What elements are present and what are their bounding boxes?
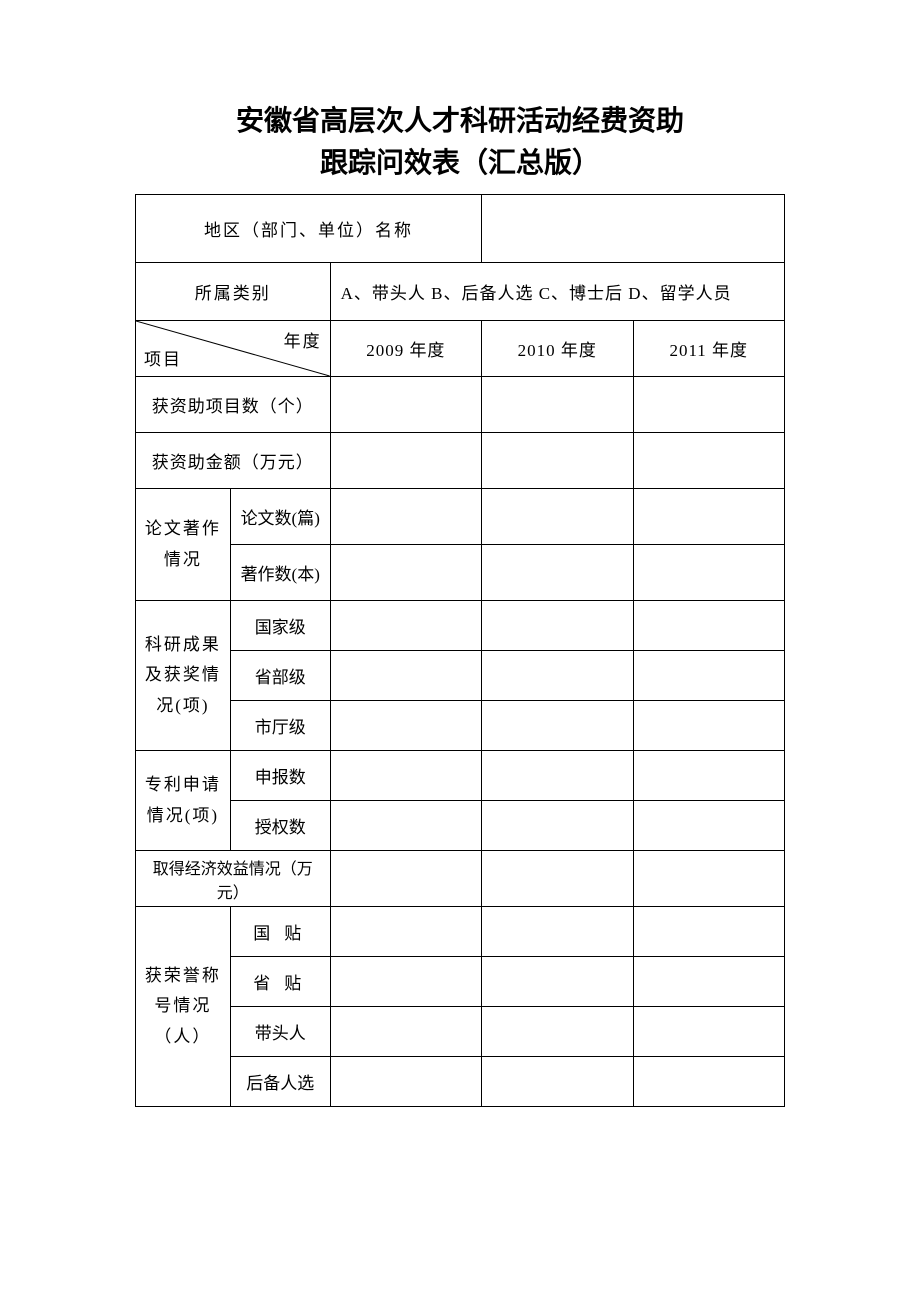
row-provincial-level: 省部级 — [136, 651, 785, 701]
economic-2011 — [633, 851, 785, 907]
guotie-2010 — [482, 907, 633, 957]
honor-section-label: 获荣誉称号情况（人） — [136, 907, 231, 1107]
applied-2009 — [330, 751, 481, 801]
book-count-label: 著作数(本) — [230, 545, 330, 601]
row-sheng-tie: 省贴 — [136, 957, 785, 1007]
granted-2011 — [633, 801, 785, 851]
row-year-header: 项目 年度 2009 年度 2010 年度 2011 年度 — [136, 321, 785, 377]
national-2011 — [633, 601, 785, 651]
category-label: 所属类别 — [136, 263, 331, 321]
guo-tie-label: 国贴 — [230, 907, 330, 957]
city-2009 — [330, 701, 481, 751]
row-economic-benefit: 取得经济效益情况（万元） — [136, 851, 785, 907]
row-region: 地区（部门、单位）名称 — [136, 195, 785, 263]
national-2010 — [482, 601, 633, 651]
provincial-2010 — [482, 651, 633, 701]
provincial-level-label: 省部级 — [230, 651, 330, 701]
economic-benefit-label: 取得经济效益情况（万元） — [136, 851, 331, 907]
city-level-label: 市厅级 — [230, 701, 330, 751]
category-options: A、带头人 B、后备人选 C、博士后 D、留学人员 — [330, 263, 784, 321]
row-patent-applied: 专利申请情况(项) 申报数 — [136, 751, 785, 801]
leader-2010 — [482, 1007, 633, 1057]
national-2009 — [330, 601, 481, 651]
guotie-2009 — [330, 907, 481, 957]
national-level-label: 国家级 — [230, 601, 330, 651]
book-count-2011 — [633, 545, 785, 601]
city-2011 — [633, 701, 785, 751]
row-patent-granted: 授权数 — [136, 801, 785, 851]
provincial-2009 — [330, 651, 481, 701]
applied-2010 — [482, 751, 633, 801]
sheng-tie-label: 省贴 — [230, 957, 330, 1007]
row-funded-amount: 获资助金额（万元） — [136, 433, 785, 489]
row-reserve: 后备人选 — [136, 1057, 785, 1107]
research-awards-label: 科研成果及获奖情况(项) — [136, 601, 231, 751]
economic-2010 — [482, 851, 633, 907]
funded-projects-2011 — [633, 377, 785, 433]
shengtie-2010 — [482, 957, 633, 1007]
guotie-2011 — [633, 907, 785, 957]
leader-2009 — [330, 1007, 481, 1057]
year-2010-header: 2010 年度 — [482, 321, 633, 377]
document-title: 安徽省高层次人才科研活动经费资助 跟踪问效表（汇总版） — [0, 100, 920, 184]
shengtie-2009 — [330, 957, 481, 1007]
funded-amount-2010 — [482, 433, 633, 489]
diag-right-label: 年度 — [284, 327, 322, 352]
applied-count-label: 申报数 — [230, 751, 330, 801]
paper-count-2010 — [482, 489, 633, 545]
provincial-2011 — [633, 651, 785, 701]
region-label: 地区（部门、单位）名称 — [136, 195, 482, 263]
year-2009-header: 2009 年度 — [330, 321, 481, 377]
form-table: 地区（部门、单位）名称 所属类别 A、带头人 B、后备人选 C、博士后 D、留学… — [135, 194, 785, 1107]
paper-section-label: 论文著作情况 — [136, 489, 231, 601]
title-line-1: 安徽省高层次人才科研活动经费资助 — [0, 100, 920, 142]
row-city-level: 市厅级 — [136, 701, 785, 751]
funded-projects-2010 — [482, 377, 633, 433]
row-book-count: 著作数(本) — [136, 545, 785, 601]
row-category: 所属类别 A、带头人 B、后备人选 C、博士后 D、留学人员 — [136, 263, 785, 321]
diagonal-header: 项目 年度 — [136, 321, 331, 377]
leader-2011 — [633, 1007, 785, 1057]
region-value — [482, 195, 785, 263]
row-national-level: 科研成果及获奖情况(项) 国家级 — [136, 601, 785, 651]
row-guo-tie: 获荣誉称号情况（人） 国贴 — [136, 907, 785, 957]
diag-left-label: 项目 — [144, 345, 182, 370]
patent-section-label: 专利申请情况(项) — [136, 751, 231, 851]
funded-amount-label: 获资助金额（万元） — [136, 433, 331, 489]
row-funded-projects: 获资助项目数（个） — [136, 377, 785, 433]
paper-count-label: 论文数(篇) — [230, 489, 330, 545]
book-count-2010 — [482, 545, 633, 601]
granted-2009 — [330, 801, 481, 851]
year-2011-header: 2011 年度 — [633, 321, 785, 377]
paper-count-2009 — [330, 489, 481, 545]
funded-amount-2009 — [330, 433, 481, 489]
reserve-label: 后备人选 — [230, 1057, 330, 1107]
applied-2011 — [633, 751, 785, 801]
reserve-2010 — [482, 1057, 633, 1107]
funded-amount-2011 — [633, 433, 785, 489]
funded-projects-label: 获资助项目数（个） — [136, 377, 331, 433]
granted-count-label: 授权数 — [230, 801, 330, 851]
economic-2009 — [330, 851, 481, 907]
granted-2010 — [482, 801, 633, 851]
row-leader: 带头人 — [136, 1007, 785, 1057]
book-count-2009 — [330, 545, 481, 601]
leader-label: 带头人 — [230, 1007, 330, 1057]
reserve-2011 — [633, 1057, 785, 1107]
reserve-2009 — [330, 1057, 481, 1107]
shengtie-2011 — [633, 957, 785, 1007]
form-table-container: 地区（部门、单位）名称 所属类别 A、带头人 B、后备人选 C、博士后 D、留学… — [135, 194, 785, 1107]
row-paper-count: 论文著作情况 论文数(篇) — [136, 489, 785, 545]
title-line-2: 跟踪问效表（汇总版） — [0, 142, 920, 184]
paper-count-2011 — [633, 489, 785, 545]
city-2010 — [482, 701, 633, 751]
funded-projects-2009 — [330, 377, 481, 433]
